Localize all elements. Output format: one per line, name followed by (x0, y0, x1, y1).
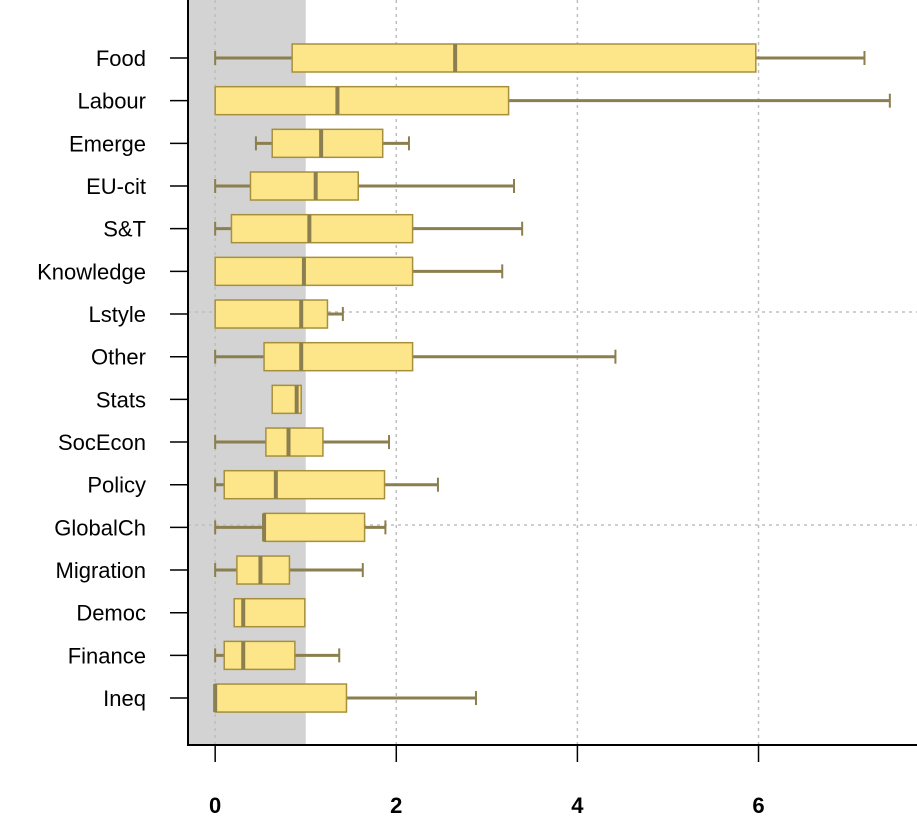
y-tick-label: Lstyle (89, 302, 146, 327)
box-emerge (254, 128, 410, 159)
y-tick-label: Other (91, 345, 146, 370)
y-tick-label: Knowledge (37, 259, 146, 284)
x-tick-label: 4 (571, 793, 584, 818)
box-iqr (214, 256, 414, 287)
box-globalch (214, 512, 387, 543)
box-iqr (236, 555, 291, 585)
y-tick-label: EU-cit (86, 174, 146, 199)
box-s-t (214, 213, 524, 244)
box-iqr (271, 128, 384, 159)
box-migration (214, 555, 364, 585)
plot-area (188, 0, 917, 745)
x-tick-label: 6 (752, 793, 764, 818)
box-iqr (291, 43, 757, 73)
box-finance (214, 640, 341, 671)
box-food (214, 43, 866, 73)
box-stats (271, 384, 302, 415)
axes: Food Labour Emerge EU-cit S&T Knowledge Lstyle… (37, 0, 917, 818)
box-policy (214, 469, 439, 500)
y-tick-label: S&T (103, 217, 146, 242)
box-iqr (263, 341, 414, 372)
box-iqr (214, 85, 510, 116)
y-tick-label: Emerge (69, 131, 146, 156)
box-iqr (263, 512, 366, 543)
box-eu-cit (214, 171, 516, 201)
box-democ (233, 597, 306, 628)
box-iqr (249, 171, 360, 201)
y-tick-label: Labour (77, 89, 146, 114)
y-tick-label: Stats (96, 387, 146, 412)
box-iqr (223, 640, 296, 671)
y-tick-label: Migration (56, 558, 146, 583)
box-iqr (214, 683, 348, 713)
y-tick-label: SocEcon (58, 430, 146, 455)
box-other (214, 341, 617, 372)
box-iqr (214, 299, 329, 329)
y-tick-label: Democ (76, 601, 146, 626)
y-tick-label: Policy (87, 473, 146, 498)
box-iqr (223, 469, 386, 500)
box-lstyle (214, 299, 344, 329)
plot-frame (187, 0, 917, 746)
y-tick-label: GlobalCh (54, 515, 146, 540)
box-socecon (214, 427, 391, 457)
y-tick-label: Finance (68, 643, 146, 668)
x-tick-label: 2 (390, 793, 402, 818)
y-tick-label: Ineq (103, 686, 146, 711)
box-knowledge (214, 256, 504, 287)
box-ineq (213, 683, 477, 713)
box-iqr (230, 213, 414, 244)
x-tick-label: 0 (209, 793, 221, 818)
box-iqr (233, 597, 306, 628)
box-labour (214, 85, 891, 116)
y-tick-label: Food (96, 46, 146, 71)
box-iqr (265, 427, 324, 457)
